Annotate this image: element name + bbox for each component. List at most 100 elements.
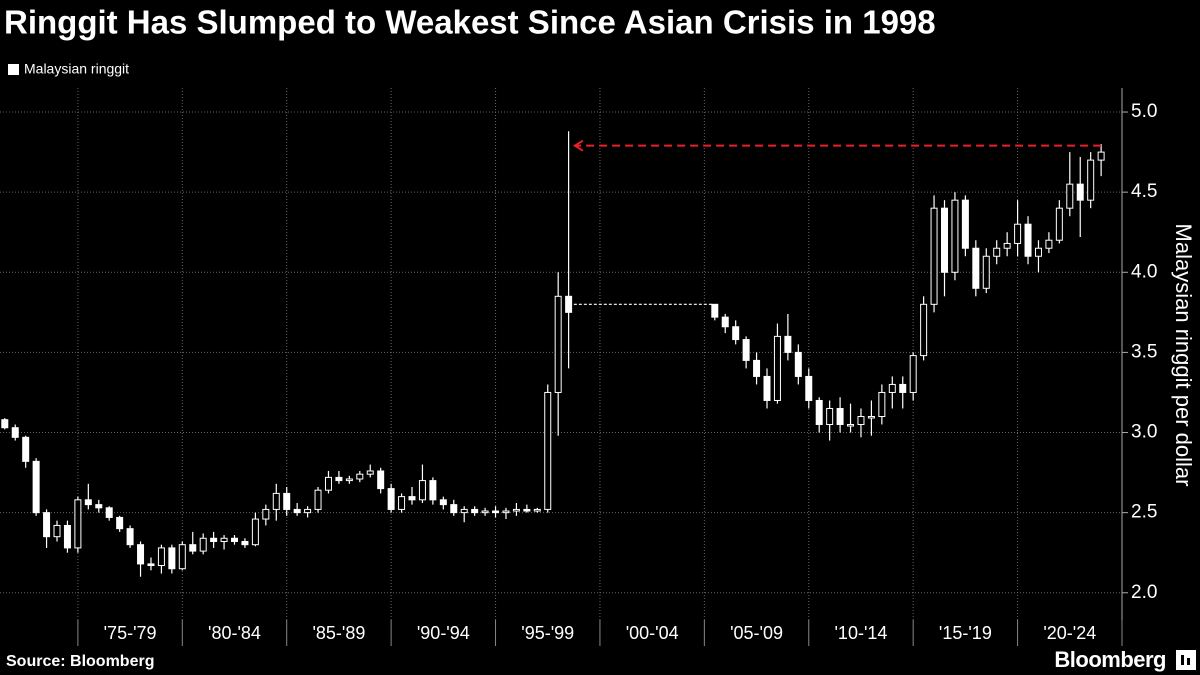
candle-body [137,544,145,565]
candle-body [1014,223,1022,244]
candle-body [345,478,353,482]
y-tick-label: 3.0 [1131,422,1157,443]
candle-body [11,427,19,438]
legend-swatch [8,64,19,75]
candle-body [147,563,155,567]
candle-body [909,355,917,393]
candle-body [1034,247,1042,257]
candle-body [356,473,364,480]
candle-body [220,537,228,542]
candle-body [784,335,792,353]
candle-body [836,407,844,426]
candle-body [1,419,9,429]
brand-icon-bar [1181,655,1184,665]
y-tick-label: 5.0 [1131,101,1157,122]
x-tick-label: '05-'09 [730,623,783,643]
source: Source: Bloomberg [6,653,154,670]
x-tick-label: '90-'94 [417,623,470,643]
candle-body [314,489,322,510]
candle-body [324,476,332,491]
candle-body [1045,239,1053,249]
candle-body [805,375,813,401]
candle-body [251,518,259,546]
candle-body [460,508,468,514]
candle-body [1097,151,1105,161]
x-tick-label: '10-'14 [835,623,888,643]
candle-body [502,510,510,514]
candle-body [231,537,239,542]
candle-body [732,326,740,341]
candle-body [1087,159,1095,201]
candle-body [951,199,959,273]
candle-body [189,544,197,552]
y-tick-label: 4.5 [1131,181,1157,202]
candle-body [116,516,124,530]
y-axis-title: Malaysian ringgit per dollar [1171,224,1196,487]
candle-body [377,470,385,490]
candle-body [941,207,949,273]
candle-body [1024,223,1032,257]
candle-body [398,496,406,510]
brand-icon-bar [1187,658,1190,665]
candle-body [512,508,520,512]
candle-body [387,488,395,510]
candle-body [1055,207,1063,241]
candle-body [22,436,30,462]
brand-icon [1176,650,1196,670]
candle-body [105,507,113,518]
candle-body [283,492,291,510]
candle-body [899,383,907,393]
candle-body [554,295,562,393]
x-tick-label: '20-'24 [1043,623,1096,643]
candle-body [826,407,834,426]
candle-body [815,399,823,426]
candle-body [533,508,541,512]
candle-body [993,247,1001,257]
candle-body [753,359,761,377]
candle-body [366,470,374,475]
candle-body [210,537,218,542]
x-tick-label: '85-'89 [312,623,365,643]
candle-body [32,460,40,514]
candle-body [1076,183,1084,201]
candle-body [888,383,896,393]
candle-body [742,339,750,361]
candle-body [481,510,489,514]
candle-body [867,415,875,419]
candle-body [857,415,865,426]
candle-body [1066,183,1074,209]
x-tick-label: '80-'84 [208,623,261,643]
x-tick-label: '95-'99 [521,623,574,643]
candle-body [1003,242,1011,249]
candle-body [544,391,552,510]
candle-body [429,480,437,501]
candle-body [721,316,729,328]
candle-body [199,537,207,552]
candle-body [523,508,531,512]
candle-body [450,504,458,514]
candle-body [920,303,928,357]
candle-body [63,524,71,549]
candle-body [471,508,479,514]
candle-body [930,207,938,305]
candle-body [773,335,781,401]
candle-body [335,476,343,482]
candle-body [711,303,719,318]
candle-body [272,492,280,510]
x-tick-label: '15-'19 [939,623,992,643]
candle-body [982,255,990,289]
legend-label: Malaysian ringgit [24,61,129,77]
candle-body [84,499,92,506]
candle-body [43,512,51,538]
candle-body [304,508,312,514]
candle-body [53,524,61,538]
brand: Bloomberg [1054,647,1166,672]
y-tick-label: 2.5 [1131,502,1157,523]
candle-body [794,351,802,377]
candle-body [972,247,980,289]
candle-body [262,508,270,520]
candle-body [492,510,500,514]
y-tick-label: 2.0 [1131,582,1157,603]
y-tick-label: 4.0 [1131,261,1157,282]
